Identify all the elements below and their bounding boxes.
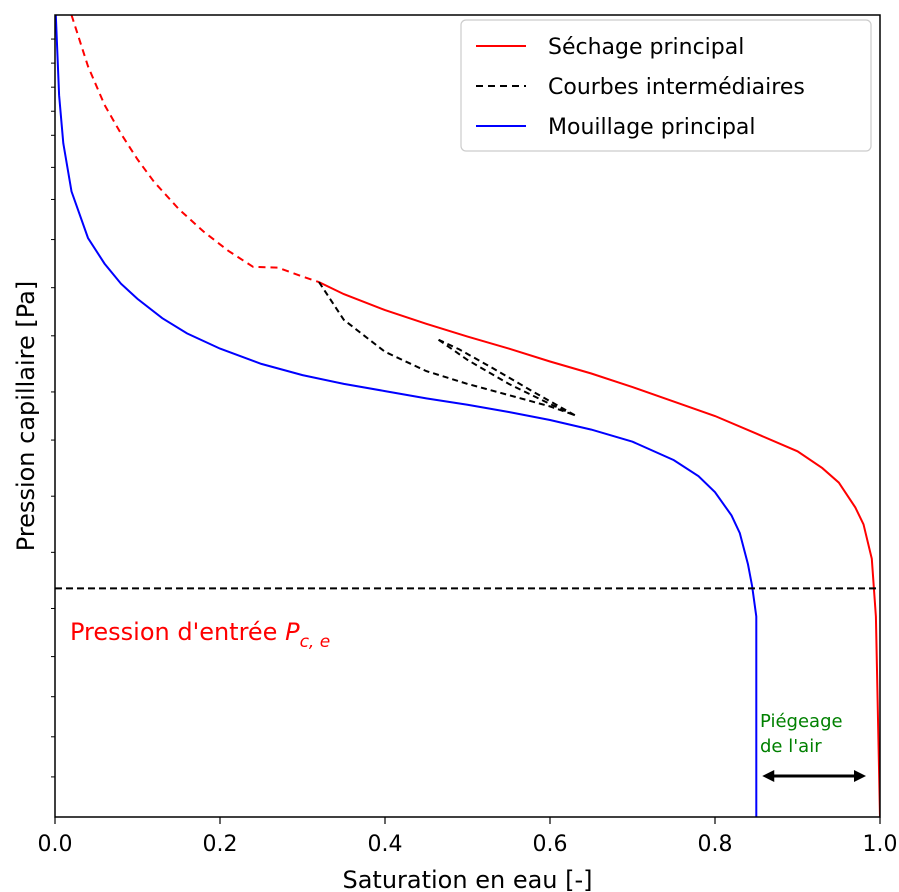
annotations: Pression d'entrée Pc, e Piégeage de l'air	[70, 618, 866, 782]
intermediate-curve-1	[318, 281, 576, 417]
legend-entry-intermediate-label: Courbes intermédiaires	[548, 75, 805, 100]
legend-entry-wetting-label: Mouillage principal	[548, 115, 756, 140]
entry-pressure-symbol: P	[285, 618, 300, 646]
trapping-label-line-2: de l'air	[760, 736, 822, 757]
x-tick-label: 1.0	[863, 832, 898, 857]
x-tick-label: 0.2	[203, 832, 238, 857]
legend: Séchage principal Courbes intermédiaires M…	[460, 19, 872, 152]
trapping-arrow-left-head	[762, 770, 775, 782]
trapping-arrow-right-head	[854, 770, 866, 782]
axes-frame	[54, 14, 881, 818]
drying-curve	[318, 281, 880, 817]
axes: 0.0 0.2 0.4 0.6 0.8 1.0 Saturation en eau [-] P…	[12, 14, 898, 892]
wetting-curve	[55, 15, 758, 817]
x-tick-label: 0.0	[38, 832, 73, 857]
intermediate-curve-2	[438, 338, 576, 417]
legend-box	[460, 19, 872, 152]
legend-entry-drying-label: Séchage principal	[548, 35, 744, 60]
entry-pressure-subscript: c, e	[300, 632, 331, 652]
x-tick-label: 0.4	[368, 832, 403, 857]
curves	[55, 15, 880, 817]
drying-curve-dashed-part	[70, 15, 320, 284]
trapping-label-line-1: Piégeage	[760, 711, 843, 732]
x-tick-label: 0.8	[698, 832, 733, 857]
x-axis-title: Saturation en eau [-]	[342, 866, 592, 892]
y-axis-title: Pression capillaire [Pa]	[12, 281, 40, 551]
x-tick-label: 0.6	[533, 832, 568, 857]
entry-pressure-label: Pression d'entrée Pc, e	[70, 618, 330, 652]
intermediate-curve-3	[438, 338, 576, 417]
